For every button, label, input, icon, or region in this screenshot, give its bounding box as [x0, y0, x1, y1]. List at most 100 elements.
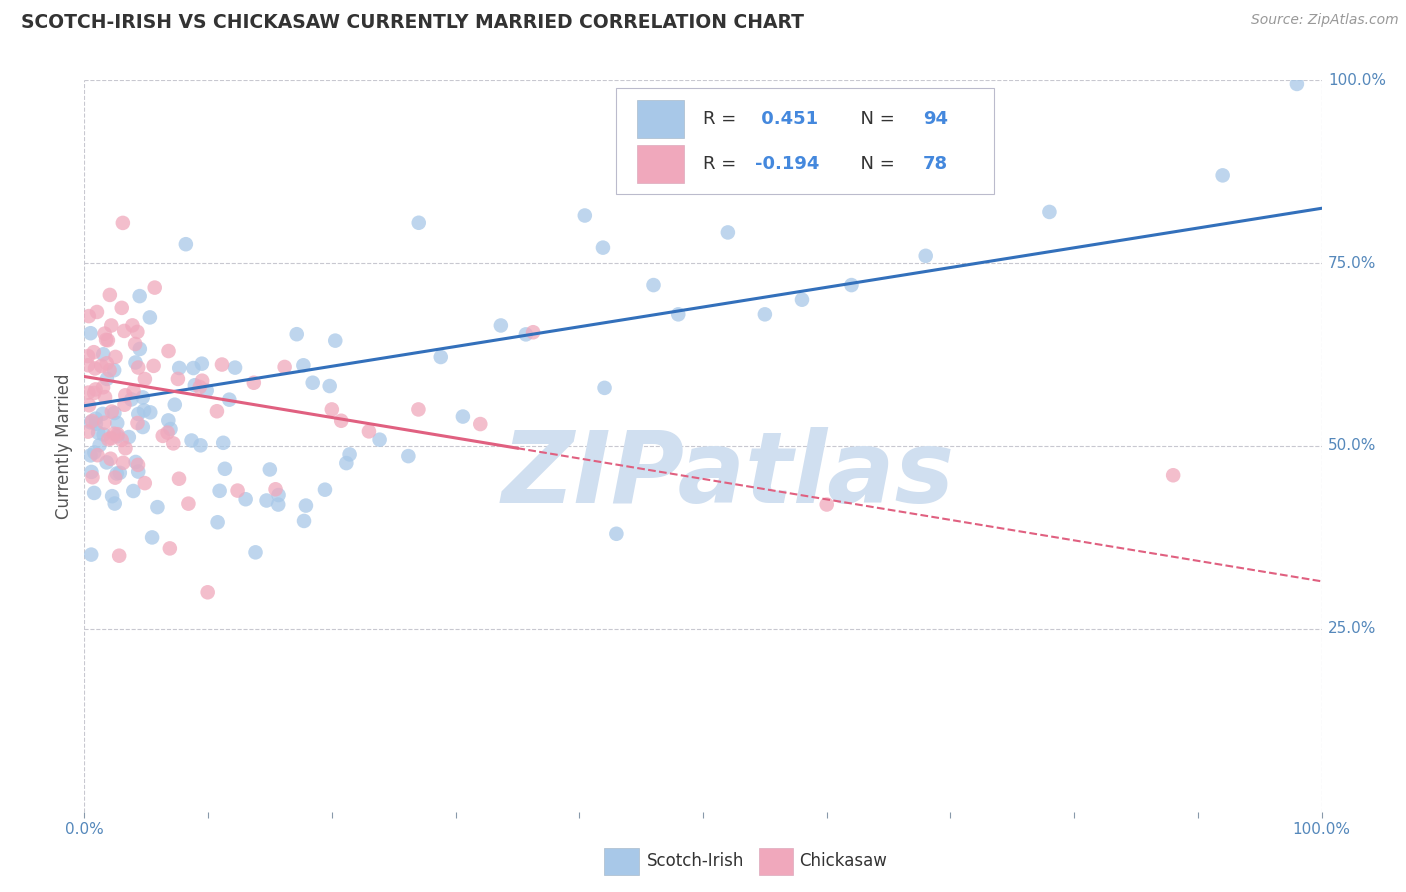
Point	[77, 398, 100, 412]
Point	[120, 392, 142, 407]
Point	[157, 344, 180, 359]
Point	[93, 416, 115, 430]
Point	[122, 483, 145, 498]
Point	[208, 483, 231, 498]
Point	[91, 407, 114, 421]
Point	[91, 380, 114, 394]
Point	[127, 325, 149, 339]
Point	[190, 438, 212, 452]
Point	[114, 388, 136, 402]
Text: Source: ZipAtlas.com: Source: ZipAtlas.com	[1251, 13, 1399, 28]
Point	[841, 278, 863, 293]
Point	[101, 489, 124, 503]
Point	[214, 462, 236, 476]
Point	[267, 488, 290, 502]
Point	[127, 465, 149, 479]
Point	[574, 209, 596, 223]
Point	[97, 432, 120, 446]
Bar	[637, 145, 685, 184]
Point	[127, 458, 149, 472]
Point	[180, 434, 202, 448]
Point	[205, 404, 228, 418]
Point	[107, 427, 129, 442]
Point	[259, 462, 281, 476]
Point	[429, 350, 451, 364]
Point	[104, 497, 127, 511]
Text: 78: 78	[924, 155, 949, 173]
Point	[177, 497, 200, 511]
Point	[408, 216, 430, 230]
Point	[114, 398, 136, 412]
Point	[84, 383, 107, 397]
Point	[94, 333, 117, 347]
Point	[104, 350, 127, 364]
Point	[80, 465, 103, 479]
Point	[79, 326, 101, 341]
Point	[124, 455, 146, 469]
Point	[295, 499, 318, 513]
Point	[157, 413, 180, 427]
Point	[105, 467, 128, 481]
Point	[593, 381, 616, 395]
Point	[89, 438, 111, 452]
Point	[167, 372, 190, 386]
Point	[224, 360, 246, 375]
Point	[108, 466, 131, 480]
Point	[515, 327, 537, 342]
Point	[1161, 468, 1184, 483]
Point	[112, 324, 135, 338]
Point	[128, 289, 150, 303]
Point	[256, 493, 278, 508]
Point	[152, 429, 174, 443]
Point	[174, 237, 197, 252]
Point	[143, 280, 166, 294]
Point	[141, 530, 163, 544]
Point	[207, 515, 229, 529]
Point	[592, 241, 614, 255]
Point	[226, 483, 249, 498]
Point	[100, 431, 122, 445]
Point	[111, 433, 134, 447]
Y-axis label: Currently Married: Currently Married	[55, 373, 73, 519]
Point	[103, 363, 125, 377]
Point	[191, 357, 214, 371]
Point	[83, 486, 105, 500]
Text: N =: N =	[849, 110, 900, 128]
Point	[121, 318, 143, 333]
Point	[790, 293, 813, 307]
Point	[132, 390, 155, 404]
Point	[522, 325, 544, 339]
Point	[93, 427, 115, 442]
Point	[132, 420, 155, 434]
Text: ZIPatlas: ZIPatlas	[501, 426, 955, 524]
Point	[124, 337, 146, 351]
Point	[127, 360, 149, 375]
Point	[321, 402, 343, 417]
Point	[267, 498, 290, 512]
Point	[134, 372, 156, 386]
Point	[127, 416, 149, 430]
Point	[134, 476, 156, 491]
Point	[815, 498, 838, 512]
Bar	[605, 847, 638, 875]
Point	[330, 414, 353, 428]
Point	[292, 514, 315, 528]
Point	[80, 548, 103, 562]
Point	[1285, 77, 1308, 91]
Text: -0.194: -0.194	[755, 155, 820, 173]
Point	[101, 404, 124, 418]
Point	[114, 441, 136, 455]
Point	[108, 549, 131, 563]
Point	[77, 309, 100, 323]
Point	[318, 379, 340, 393]
Point	[94, 390, 117, 404]
Text: 75.0%: 75.0%	[1327, 256, 1376, 270]
Point	[273, 359, 295, 374]
Point	[914, 249, 936, 263]
Point	[195, 384, 218, 398]
Point	[139, 405, 162, 419]
Point	[97, 333, 120, 347]
Point	[86, 448, 108, 462]
Text: 0.451: 0.451	[755, 110, 818, 128]
Bar	[637, 100, 685, 138]
